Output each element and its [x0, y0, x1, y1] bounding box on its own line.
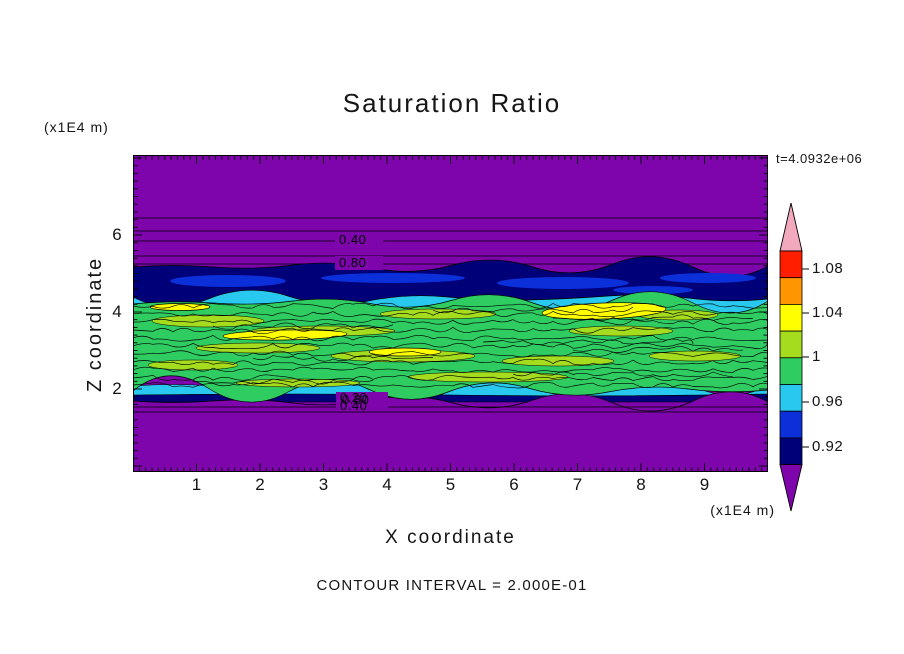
colorbar-segment: [779, 304, 803, 332]
lower-contour-lines: [133, 406, 768, 413]
contour-plot: 0.40 0.80 0.20 0.80 0.40: [133, 155, 768, 472]
contour-label-0-80-lower: 0.80: [342, 392, 369, 407]
contour-label-lower-group: 0.20 0.80 0.40: [336, 390, 388, 413]
colorbar-segment: [779, 410, 803, 439]
x-axis-title: X coordinate: [385, 527, 516, 548]
contour-label-0-80-upper: 0.80: [339, 255, 366, 270]
plot-border: [133, 155, 768, 472]
colorbar-segment: [779, 330, 803, 359]
colorbar-top-arrow: [779, 202, 803, 252]
contour-label-0-40-upper: 0.40: [339, 232, 366, 247]
colorbar: [779, 202, 809, 512]
colorbar-tick-label: 0.92: [812, 438, 844, 455]
x-tick-label: 2: [255, 475, 265, 494]
colorbar-bottom-arrow: [779, 464, 803, 512]
contour-label-0-20-lower: 0.20: [340, 390, 367, 405]
x-tick-label: 5: [445, 475, 456, 494]
page-title: Saturation Ratio: [342, 88, 562, 118]
contour-interval-label: CONTOUR INTERVAL = 2.000E-01: [316, 577, 588, 594]
contour-label-0-40-lower: 0.40: [340, 398, 367, 413]
z-axis-unit-label: (x1E4 m): [44, 119, 109, 135]
z-tick-label: 6: [112, 225, 122, 244]
x-tick-label: 3: [318, 475, 329, 494]
z-tick-label: 4: [112, 302, 122, 321]
x-tick-label: 1: [191, 475, 202, 494]
x-tick-label: 8: [636, 475, 646, 494]
z-tick-label: 2: [112, 379, 122, 398]
colorbar-tick-label: 1: [812, 348, 821, 365]
x-axis-unit-label: (x1E4 m): [710, 502, 775, 518]
contour-label-upper-040-group: 0.40 0.80: [335, 232, 383, 270]
x-tick-label: 7: [572, 475, 583, 494]
colorbar-segment: [779, 277, 803, 305]
bright-blue-patches: [170, 273, 756, 294]
colorbar-segment: [779, 437, 803, 466]
x-tick-label: 6: [509, 475, 519, 494]
x-tick-label: 9: [699, 475, 710, 494]
z-axis-title: Z coordinate: [84, 256, 106, 392]
x-tick-label: 4: [382, 475, 392, 494]
colorbar-tick-label: 1.08: [812, 260, 844, 277]
colorbar-tick-label: 1.04: [812, 304, 844, 321]
colorbar-segment: [779, 250, 803, 279]
colorbar-tick-label: 0.96: [812, 393, 844, 410]
contour-squiggle-lines: [133, 302, 768, 389]
colorbar-segment: [779, 384, 803, 412]
colorbar-segment: [779, 357, 803, 385]
time-annotation: t=4.0932e+06: [776, 151, 863, 166]
